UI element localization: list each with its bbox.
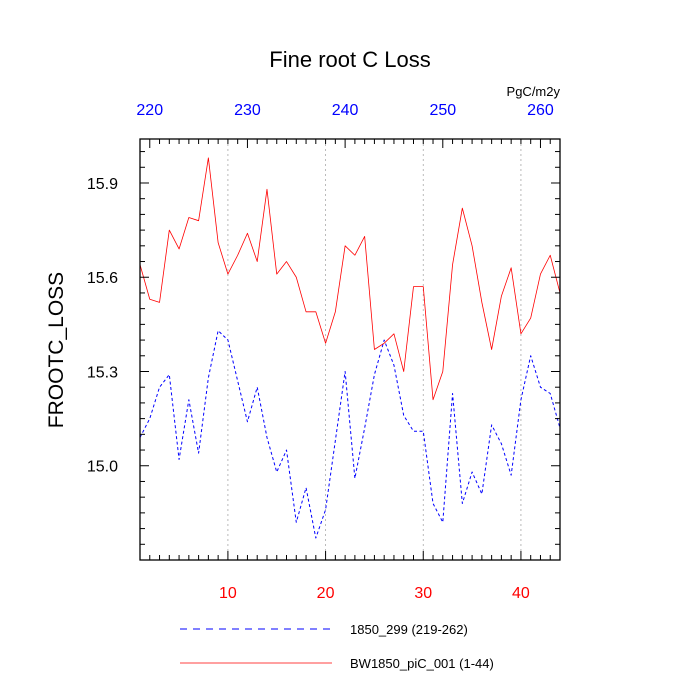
y-tick-label-15.6: 15.6 (87, 270, 118, 287)
x-tick-label-bottom-20: 20 (317, 585, 335, 602)
y-tick-label-15.3: 15.3 (87, 364, 118, 381)
series-layer (140, 157, 560, 539)
x-tick-label-bottom-30: 30 (414, 585, 432, 602)
y-tick-label-15.0: 15.0 (87, 459, 118, 476)
axis-ticks (139, 139, 561, 561)
chart-title: Fine root C Loss (269, 47, 430, 72)
legend-label-bw1850-pic-001: BW1850_piC_001 (1-44) (350, 656, 494, 671)
x-tick-label-top-230: 230 (234, 102, 261, 119)
series-line-bw1850-pic-001-1-44- (140, 157, 560, 401)
grid-lines (227, 139, 522, 560)
tick-labels: 10 20 30 40 220 230 240 250 260 15.0 15.3 15.6 15.9 (87, 102, 554, 602)
y-tick-label-15.9: 15.9 (87, 176, 118, 193)
x-tick-label-bottom-10: 10 (219, 585, 237, 602)
legend: 1850_299 (219-262) BW1850_piC_001 (1-44) (180, 622, 494, 671)
x-tick-label-top-240: 240 (332, 102, 359, 119)
units-label: PgC/m2y (507, 84, 561, 99)
x-tick-label-top-260: 260 (527, 102, 554, 119)
x-tick-label-top-220: 220 (136, 102, 163, 119)
x-tick-label-top-250: 250 (429, 102, 456, 119)
y-axis-label: FROOTC_LOSS (45, 272, 68, 428)
x-tick-label-bottom-40: 40 (512, 585, 530, 602)
legend-label-1850-299: 1850_299 (219-262) (350, 622, 468, 637)
series-line-1850-299-219-262- (140, 330, 560, 539)
plot-frame (139, 138, 561, 561)
